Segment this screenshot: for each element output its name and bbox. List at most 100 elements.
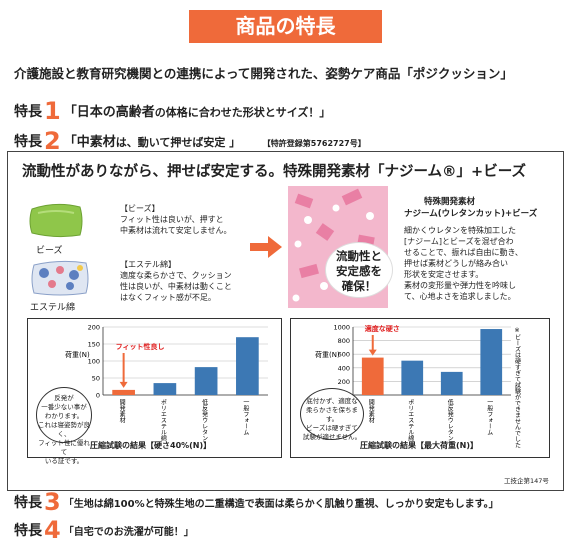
- bar-2: [440, 371, 463, 395]
- feature-3: 特長3 「生地は綿100%と特殊生地の二重構造で表面は柔らかく肌触り重視、しっかり…: [14, 488, 499, 516]
- bar-0: [112, 389, 135, 395]
- nazeem-desc-7: て、心地よさを追求しました。: [404, 292, 516, 301]
- feature-2: 特長2 「中素材は、動いて押せば安定 」 【特許登録第5762727号】: [14, 127, 366, 155]
- note-line: 一番少ない事が: [41, 403, 87, 411]
- intro-text: 介護施設と教育研究機関との連携によって開発された、姿勢ケア商品「ポジクッション」: [14, 66, 513, 81]
- chart-max-load-note: 底付かず、適度な 柔らかさを保ちます。 ビーズは硬すぎて 試験が適せません。: [300, 388, 364, 441]
- bar-0: [361, 357, 384, 395]
- x-tick-label: 開発素材: [118, 399, 125, 423]
- x-tick-label: 低反発ウレタン: [446, 398, 453, 441]
- feature-bubble: 流動性と 安定感を 確保！: [325, 242, 393, 298]
- y-tick-label: 1000: [333, 324, 350, 332]
- y-tick-label: 400: [338, 364, 350, 372]
- ester-label: エステル綿: [30, 303, 76, 313]
- annotation-label: 適度な硬さ: [365, 324, 400, 333]
- bar-2: [194, 367, 218, 395]
- note-line: ビーズは硬すぎて: [306, 424, 358, 432]
- feature-1: 特長1 「日本の高齢者の体格に合わせた形状とサイズ！」: [14, 97, 330, 125]
- y-axis-label: 荷重(N): [65, 350, 90, 359]
- y-tick-label: 100: [88, 358, 100, 366]
- bar-3: [480, 329, 503, 395]
- chart-max-load-svg: 荷重(N)02004006008001000開発素材ポリエステル綿低反発ウレタン…: [315, 324, 521, 449]
- nazeem-desc-3: せることで、振れば自由に動き、: [404, 248, 523, 257]
- y-tick-label: 200: [338, 378, 350, 386]
- chart-hardness-title: 圧縮試験の結果【硬さ40%(N)】: [90, 441, 212, 450]
- feature-text: の体格に合わせた形状とサイズ！」: [154, 106, 331, 119]
- feature-text: は、動いて押せば安定 」: [115, 136, 241, 149]
- feature-quote: 「: [63, 105, 77, 120]
- annotation-arrow-head: [368, 349, 377, 356]
- y-tick-label: 600: [338, 351, 350, 359]
- feature-emphasis: 日本の高齢者: [76, 105, 155, 120]
- side-note: ※ビーズは硬すぎて試験ができませんでした: [514, 327, 521, 448]
- bar-1: [401, 360, 424, 395]
- chart-hardness-note: 反発が 一番少ない事が わかります。 これは寝姿勢が良く、 フィット性に優れて …: [36, 387, 92, 465]
- annotation-arrow-head: [119, 381, 128, 388]
- feature-number: 3: [44, 488, 61, 516]
- x-tick-label: ポリエステル綿: [407, 399, 414, 442]
- nazeem-title: 特殊開発素材: [424, 197, 476, 207]
- feature-text: 「自宅でのお洗濯が可能！」: [63, 527, 194, 538]
- y-axis-label: 荷重(N): [315, 350, 340, 359]
- chart-max-load-title: 圧縮試験の結果【最大荷重(N)】: [360, 441, 479, 450]
- feature-number: 1: [44, 97, 61, 125]
- note-line: 底付かず、適度な: [306, 397, 358, 405]
- panel-headline: 流動性がありながら、押せば安定する。特殊開発素材「ナジーム®」+ビーズ: [22, 164, 526, 180]
- ester-desc-3: はなくフィット感が不足。: [120, 293, 216, 302]
- nazeem-desc-6: 素材の変形量や弾力性を吟味し: [404, 281, 516, 290]
- feature-4: 特長4 「自宅でのお洗濯が可能！」: [14, 516, 194, 544]
- x-tick-label: 一般フォーム: [486, 399, 493, 435]
- feature-text: 「生地は綿100%と特殊生地の二重構造で表面は柔らかく肌触り重視、しっかり安定も…: [63, 499, 499, 510]
- feature-prefix: 特長: [14, 495, 42, 511]
- x-tick-label: 一般フォーム: [242, 399, 249, 435]
- note-line: 反発が: [54, 394, 74, 402]
- bubble-line-1: 流動性と: [336, 249, 382, 263]
- nazeem-desc-4: 押せば素材どうしが絡み合い: [404, 259, 508, 268]
- note-line: 柔らかさを保ちます。: [306, 406, 358, 423]
- bubble-line-2: 安定感を: [336, 264, 382, 278]
- feature-prefix: 特長: [14, 134, 42, 150]
- nazeem-subtitle: ナジーム(ウレタンカット)+ビーズ: [404, 209, 538, 219]
- beads-desc-1: フィット性は良いが、押すと: [120, 215, 224, 224]
- x-tick-label: 開発素材: [367, 399, 374, 423]
- feature-prefix: 特長: [14, 104, 42, 120]
- note-line: 試験が適せません。: [302, 433, 362, 441]
- nazeem-desc-1: 細かくウレタンを特殊加工した: [404, 226, 516, 235]
- note-line: これは寝姿勢が良く、: [38, 421, 90, 438]
- right-arrow-icon: [250, 236, 282, 258]
- feature-number: 4: [44, 516, 61, 544]
- nazeem-desc-2: [ナジーム]とビーズを混ぜ合わ: [404, 237, 514, 246]
- beads-desc-2: 中素材は流れて安定しません。: [120, 226, 232, 235]
- annotation-label: フィット性良し: [116, 342, 165, 351]
- note-line: フィット性に優れて: [38, 439, 90, 456]
- nazeem-desc-5: 形状を安定させます。: [404, 270, 484, 279]
- feature-number: 2: [44, 127, 61, 155]
- chart-hardness-svg: 荷重(N) 0 50 100 150 200 開発素材 ポリエステル綿 低反発ウレタン 一般フォー…: [65, 324, 268, 442]
- note-line: いる証です。: [44, 457, 84, 465]
- ester-cushion-image: [30, 259, 90, 297]
- y-tick-label: 200: [88, 324, 100, 332]
- y-tick-label: 150: [88, 341, 100, 349]
- feature-quote: 「: [63, 135, 77, 150]
- y-tick-label: 50: [92, 375, 100, 383]
- source-note: 工技企第147号: [504, 477, 549, 485]
- x-tick-label: 低反発ウレタン: [201, 398, 208, 441]
- note-line: わかります。: [44, 412, 84, 420]
- material-panel: [7, 151, 564, 491]
- y-tick-label: 800: [338, 337, 350, 345]
- patent-number: 【特許登録第5762727号】: [262, 139, 366, 148]
- bar-1: [153, 383, 177, 395]
- beads-cushion-image: [28, 201, 84, 239]
- x-tick-label: ポリエステル綿: [159, 399, 166, 442]
- feature-emphasis: 中素材: [76, 135, 116, 150]
- bubble-line-3: 確保！: [341, 279, 377, 293]
- ester-desc-1: 適度な柔らかさで、クッション: [120, 271, 232, 280]
- section-banner: 商品の特長: [189, 10, 382, 43]
- ester-desc-2: 性は良いが、中素材は動くこと: [120, 282, 232, 291]
- ester-title: 【エステル綿】: [120, 260, 176, 269]
- y-tick-label: 0: [96, 392, 100, 400]
- feature-prefix: 特長: [14, 523, 42, 539]
- bar-3: [236, 337, 259, 395]
- beads-label: ビーズ: [36, 246, 63, 256]
- beads-title: 【ビーズ】: [120, 204, 160, 213]
